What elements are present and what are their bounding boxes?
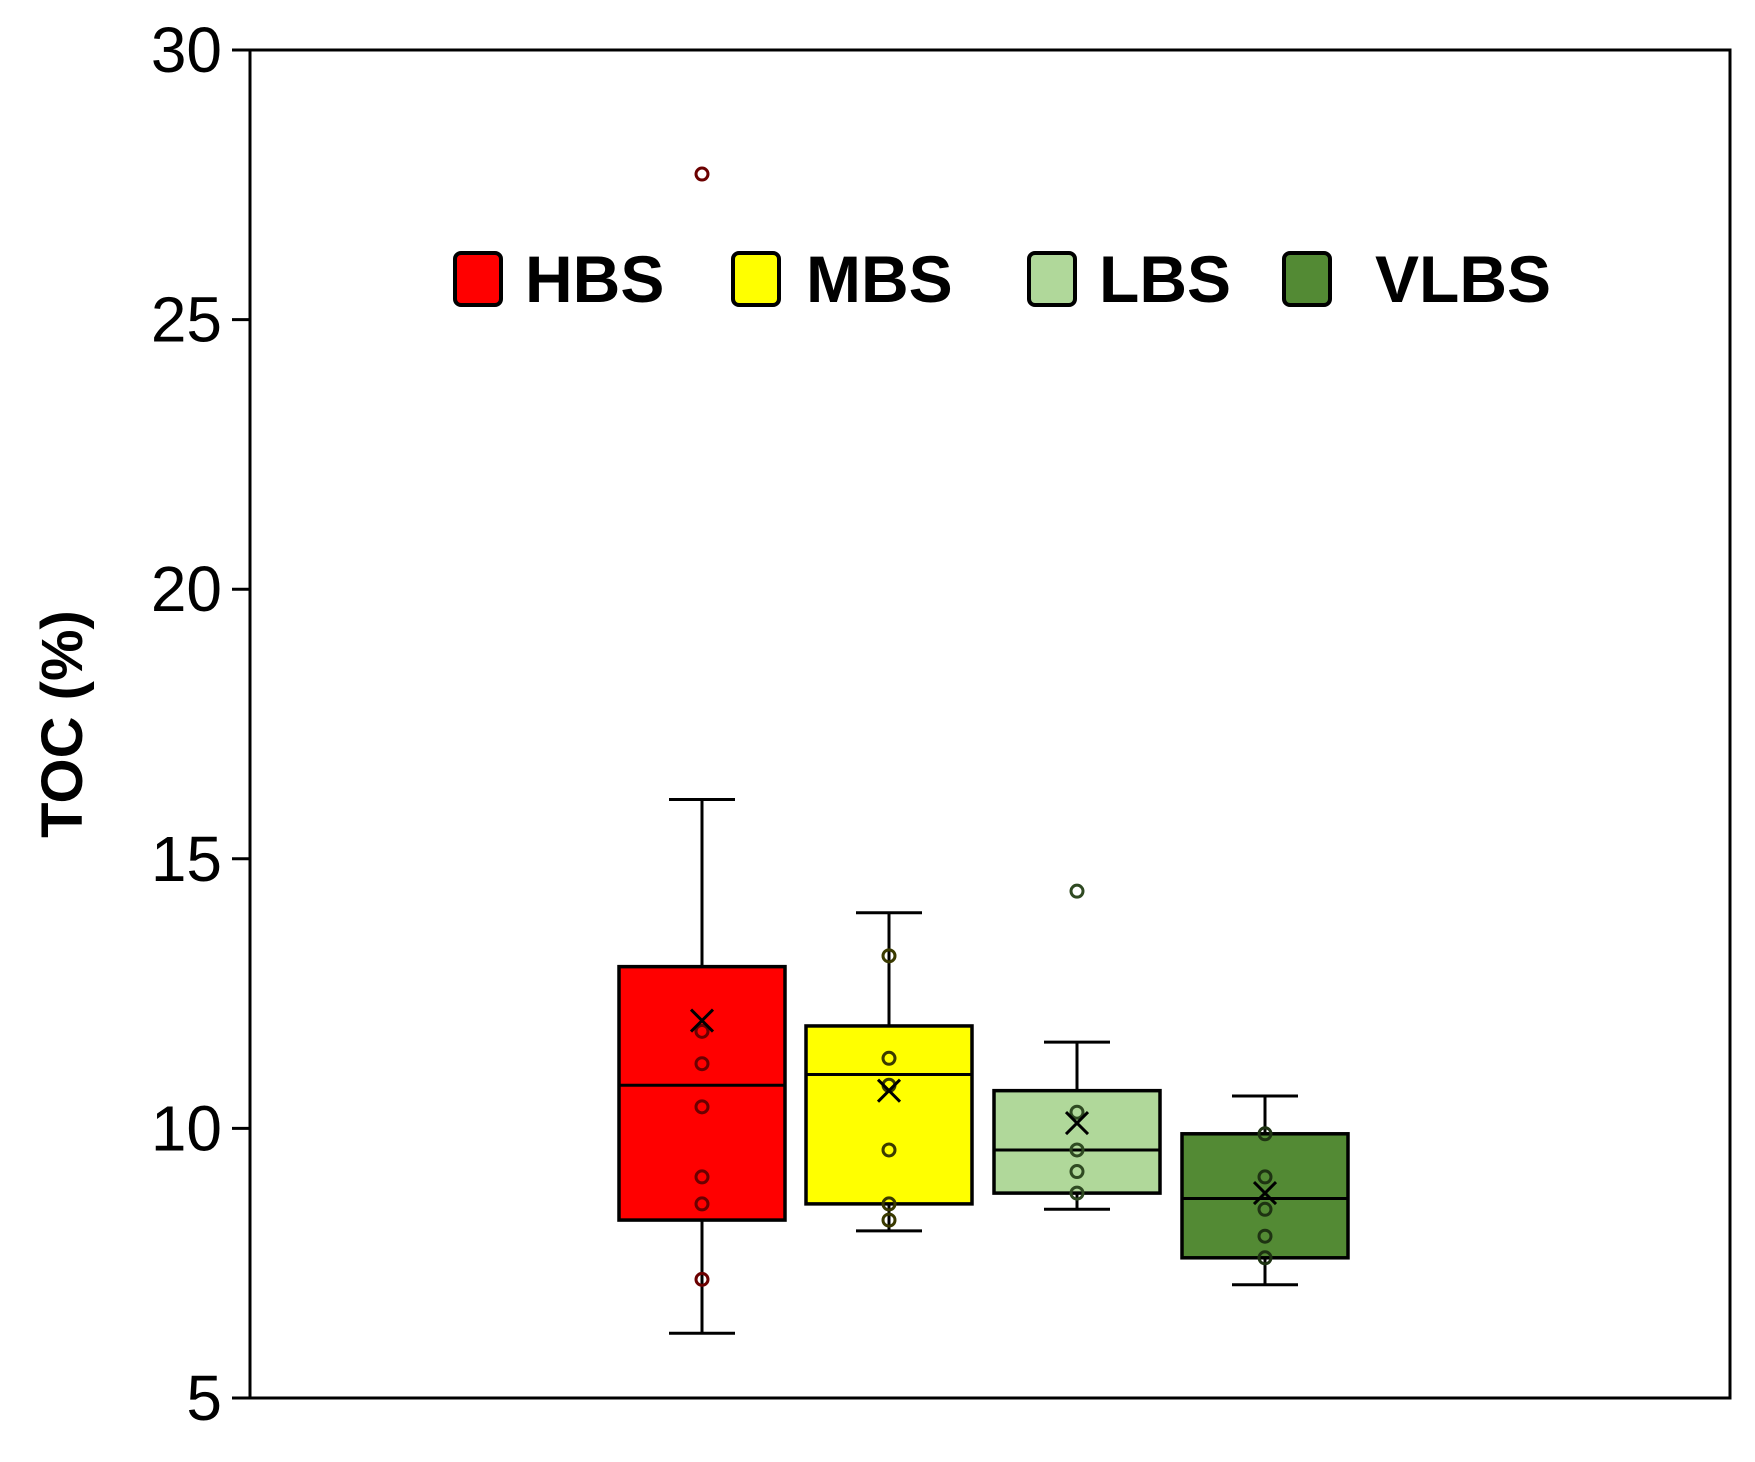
box-lbs (992, 883, 1162, 1211)
y-axis: 5 10 15 20 25 30 (151, 14, 250, 1434)
box-vlbs (1180, 1094, 1350, 1287)
box-hbs (617, 166, 787, 1335)
y-tick-label: 20 (151, 553, 222, 625)
legend-swatch-hbs (453, 251, 503, 307)
legend: HBS MBS LBS VLBS (453, 242, 1551, 316)
y-tick-label: 15 (151, 823, 222, 895)
data-point (1069, 1185, 1085, 1201)
legend-label-hbs: HBS (525, 242, 664, 316)
box-iqr (804, 1024, 974, 1206)
y-tick-label: 10 (151, 1092, 222, 1164)
data-point (694, 166, 710, 182)
legend-label-vlbs: VLBS (1375, 242, 1551, 316)
data-point (694, 1169, 710, 1185)
data-point (881, 1142, 897, 1158)
data-point (694, 1023, 710, 1039)
mean-marker (689, 1008, 715, 1033)
y-tick-label: 30 (151, 14, 222, 86)
data-point (1069, 1142, 1085, 1158)
data-point (1069, 1164, 1085, 1180)
data-point (1257, 1250, 1273, 1266)
data-point (1257, 1126, 1273, 1142)
data-point (694, 1056, 710, 1072)
legend-swatch-mbs (731, 251, 781, 307)
mean-marker (1252, 1181, 1278, 1206)
y-tick-label: 25 (151, 284, 222, 356)
box-series-group (617, 166, 1350, 1335)
mean-marker (876, 1078, 902, 1103)
legend-swatch-lbs (1027, 251, 1077, 307)
legend-swatch-vlbs (1282, 251, 1332, 307)
data-point (881, 1212, 897, 1228)
data-point (1069, 883, 1085, 899)
y-axis-title: TOC (%) (30, 610, 95, 838)
data-point (1257, 1169, 1273, 1185)
box-iqr (1180, 1132, 1350, 1260)
data-point (1257, 1228, 1273, 1244)
mean-marker (1064, 1110, 1090, 1136)
data-point (1069, 1104, 1085, 1120)
box-iqr (992, 1088, 1162, 1195)
data-point (1257, 1201, 1273, 1217)
box-mbs (804, 911, 974, 1233)
data-point (694, 1196, 710, 1212)
y-tick-label: 5 (186, 1362, 222, 1434)
data-point (881, 1050, 897, 1066)
legend-label-mbs: MBS (806, 242, 953, 316)
data-point (881, 1196, 897, 1212)
box-iqr (617, 964, 787, 1222)
data-point (881, 948, 897, 964)
data-point (694, 1099, 710, 1115)
data-point (694, 1271, 710, 1287)
legend-label-lbs: LBS (1099, 242, 1231, 316)
